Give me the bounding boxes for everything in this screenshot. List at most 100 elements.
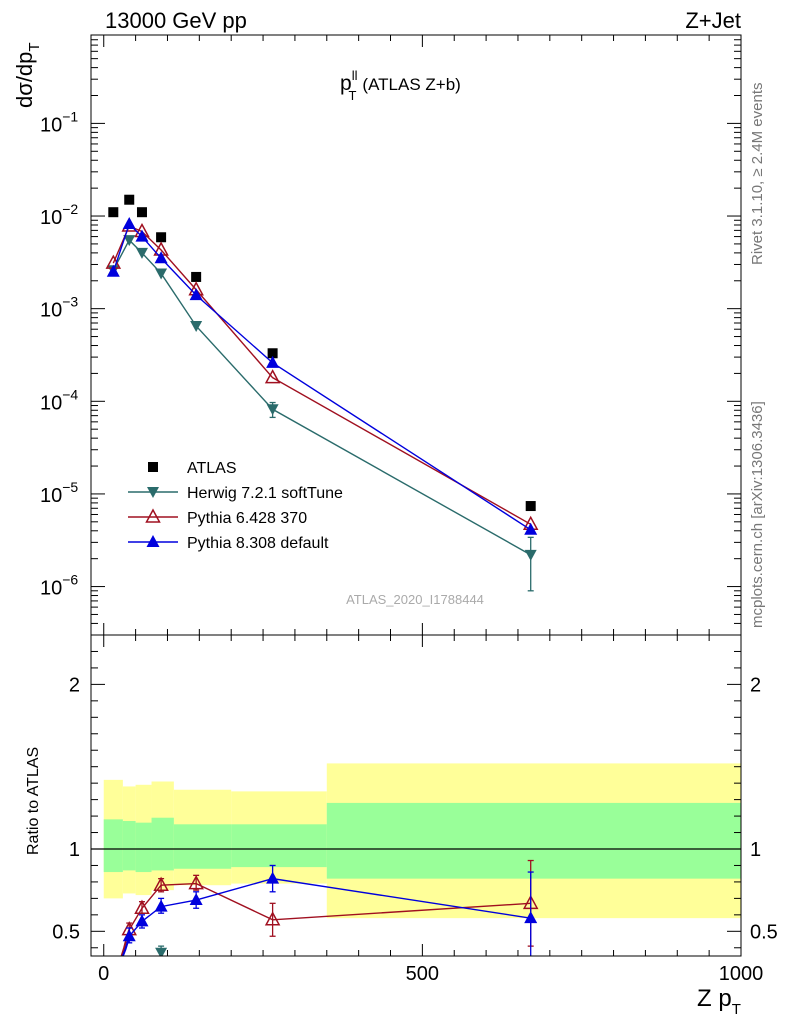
uncertainty-band-inner — [103, 819, 123, 873]
ratio-series-2 — [121, 864, 538, 956]
x-tick-label: 0 — [98, 963, 109, 985]
data-point — [266, 404, 279, 416]
legend-marker — [146, 535, 160, 547]
ylabel-main: dσ/dp — [12, 52, 37, 108]
data-point — [122, 217, 136, 230]
y-tick-label-left: 2 — [69, 674, 80, 696]
y-tick-label-left: 1 — [69, 839, 80, 861]
x-tick-label: 1000 — [719, 963, 764, 985]
main-panel-title: pll T (ATLAS Z+b) — [340, 68, 461, 103]
title-main: p — [340, 72, 352, 95]
y-tick-label-left: 0.5 — [52, 921, 80, 943]
data-point — [524, 522, 538, 535]
tick-exponent: −6 — [62, 572, 78, 588]
uncertainty-band-inner — [231, 824, 327, 868]
tick-exponent: −3 — [62, 294, 78, 310]
header-left-title: 13000 GeV pp — [105, 8, 247, 33]
data-point — [191, 271, 202, 282]
data-point — [156, 232, 167, 243]
main-axis-ticks: 10−610−510−410−310−210−1 — [40, 34, 742, 636]
ratio-clipped — [91, 763, 741, 956]
data-point — [135, 229, 149, 242]
main-y-axis-label: dσ/dpT — [12, 42, 43, 108]
ratio-point — [153, 876, 169, 891]
data-point — [264, 369, 281, 384]
uncertainty-band-inner — [151, 817, 174, 871]
data-point — [525, 501, 536, 512]
ratio-y-axis-label: Ratio to ATLAS — [25, 747, 42, 855]
ratio-point — [122, 929, 136, 942]
ratio-point — [155, 947, 168, 956]
ratio-point — [264, 911, 281, 926]
tick-base: 10 — [40, 300, 62, 322]
y-tick-label-right: 0.5 — [750, 921, 778, 943]
ratio-point — [524, 911, 538, 924]
ratio-point — [135, 914, 149, 927]
data-point — [106, 264, 120, 277]
main-plot-content — [105, 194, 539, 592]
legend-marker — [148, 462, 158, 472]
series-0 — [108, 194, 536, 512]
title-sub: T — [348, 88, 356, 103]
series-2 — [105, 217, 539, 531]
legend-entry: Pythia 6.428 370 — [128, 508, 307, 527]
ratio-line — [128, 882, 531, 931]
legend-entry: ATLAS — [148, 460, 237, 477]
y-tick-label: 10−1 — [40, 108, 78, 136]
data-point — [108, 207, 119, 218]
legend-marker — [147, 487, 159, 498]
ylabel-sub: T — [26, 42, 43, 51]
tick-exponent: −5 — [62, 479, 78, 495]
tick-exponent: −2 — [62, 201, 78, 217]
x-tick-label: 500 — [406, 963, 439, 985]
y-tick-label-right: 1 — [750, 839, 761, 861]
uncertainty-band-inner — [326, 802, 741, 879]
x-axis-label: Z pT — [697, 985, 741, 1018]
ratio-point — [189, 893, 203, 906]
rivet-version-label: Rivet 3.1.10, ≥ 2.4M events — [749, 83, 766, 266]
data-point — [135, 247, 148, 259]
legend-marker — [145, 508, 161, 523]
ratio-point — [188, 874, 204, 890]
tick-exponent: −4 — [62, 386, 78, 402]
series-line — [112, 222, 532, 531]
y-tick-label-right: 2 — [750, 674, 761, 696]
ratio-series-0 — [155, 945, 168, 956]
data-point — [155, 268, 168, 280]
data-point — [124, 194, 135, 205]
tick-base: 10 — [40, 578, 62, 600]
data-point — [267, 348, 278, 359]
ratio-point — [134, 899, 150, 915]
ratio-point — [266, 871, 280, 884]
tick-base: 10 — [40, 485, 62, 507]
legend-entry: Pythia 8.308 default — [128, 535, 329, 552]
series-line — [112, 225, 532, 525]
data-point — [154, 251, 168, 264]
data-point — [189, 288, 203, 301]
y-tick-label: 10−3 — [40, 294, 78, 322]
tick-base: 10 — [40, 207, 62, 229]
uncertainty-band-inner — [135, 822, 152, 873]
xlabel-main: Z p — [697, 985, 732, 1012]
y-tick-label: 10−5 — [40, 479, 78, 507]
header-right-title: Z+Jet — [685, 8, 741, 33]
mcplots-reference-label: mcplots.cern.ch [arXiv:1306.3436] — [749, 401, 766, 628]
legend-label: Pythia 6.428 370 — [187, 510, 307, 527]
analysis-watermark: ATLAS_2020_I1788444 — [346, 592, 484, 607]
tick-exponent: −1 — [62, 108, 78, 124]
data-point — [190, 320, 203, 332]
data-point — [524, 549, 537, 561]
ratio-point — [154, 899, 168, 912]
ratio-plot-content — [91, 763, 741, 956]
series-3 — [106, 217, 538, 535]
title-rest: (ATLAS Z+b) — [362, 75, 460, 94]
data-point — [136, 207, 147, 218]
legend: ATLAS Herwig 7.2.1 softTune Pythia 6.428 3… — [128, 460, 343, 552]
legend-entry: Herwig 7.2.1 softTune — [128, 485, 343, 502]
series-line — [112, 238, 532, 556]
tick-base: 10 — [40, 392, 62, 414]
title-sup: ll — [352, 68, 358, 83]
tick-base: 10 — [40, 114, 62, 136]
ratio-frame — [90, 634, 742, 957]
